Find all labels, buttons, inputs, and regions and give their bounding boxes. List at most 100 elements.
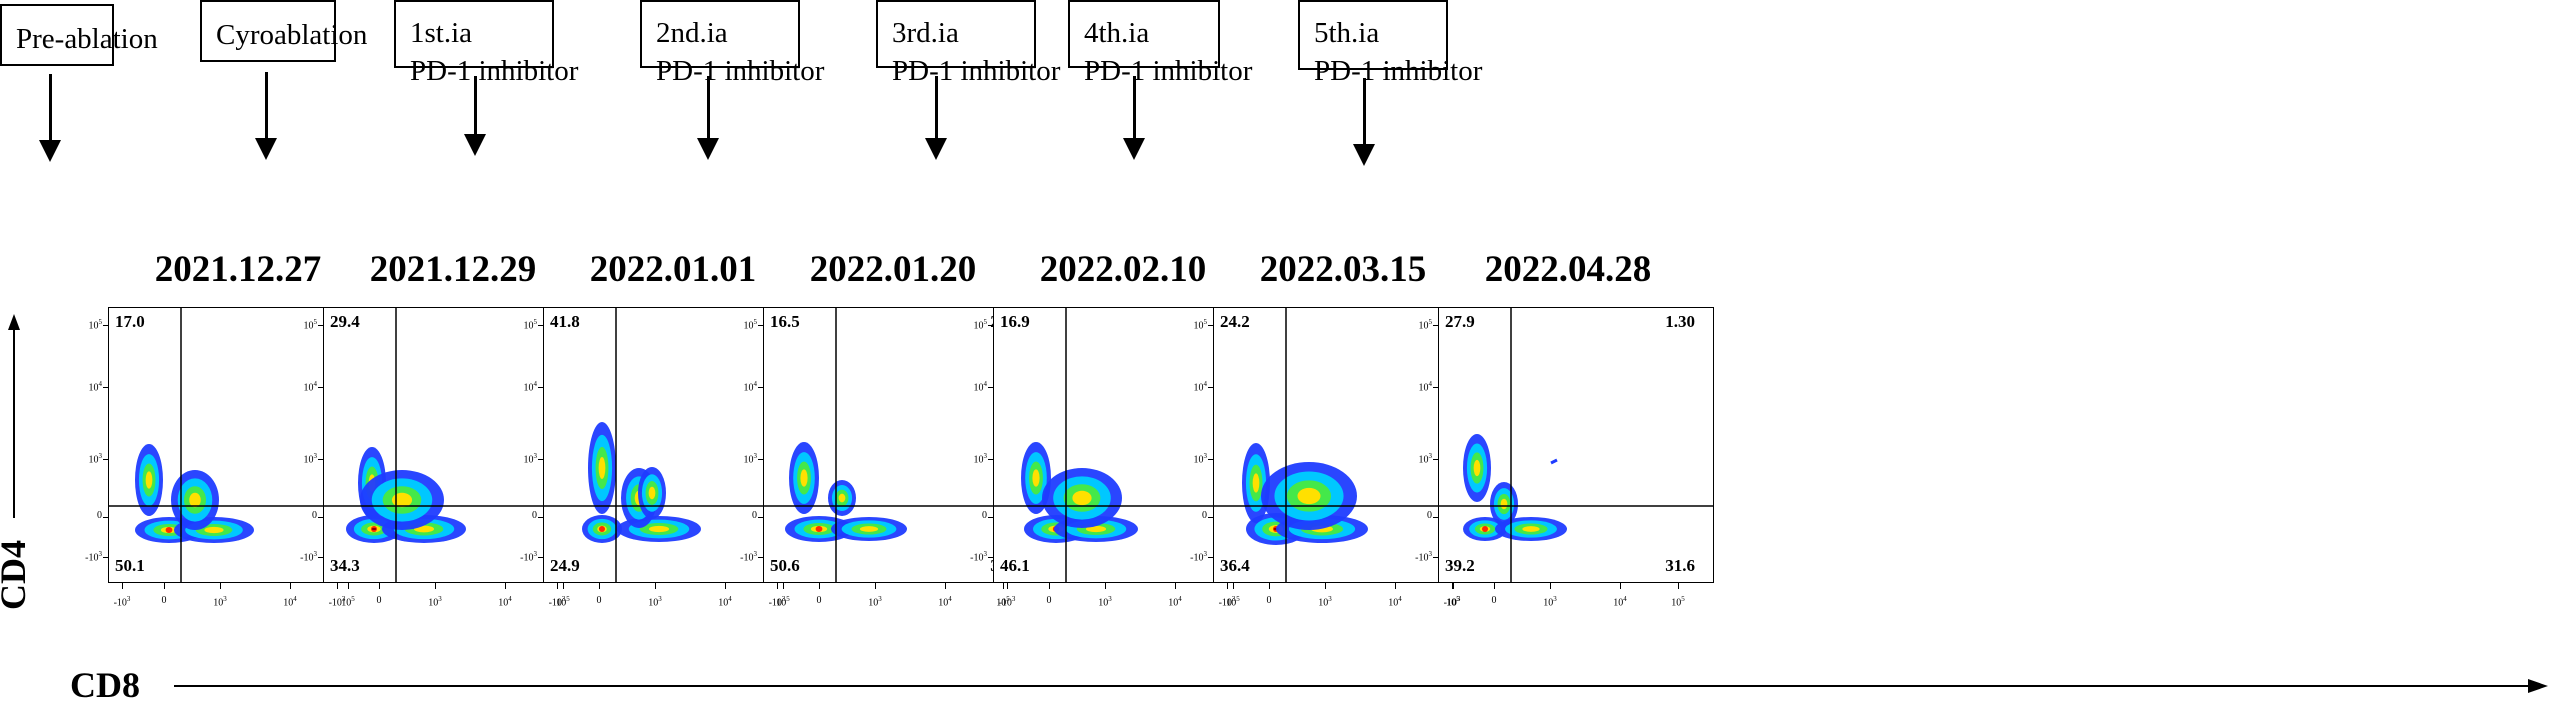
event-label-line: 4th.ia	[1084, 17, 1150, 49]
flow-plot-panel: 2022.01.2016.52.6450.630.31051041030-103…	[713, 250, 1073, 640]
x-tick-mark	[1395, 583, 1396, 589]
quadrant-value-ul: 24.2	[1220, 312, 1250, 331]
x-tick-mark	[1227, 583, 1228, 589]
y-tick-mark	[103, 325, 108, 326]
y-tick-mark	[103, 557, 108, 558]
event-label-line: PD-1 inhibitor	[1084, 55, 1253, 87]
x-tick-mark	[379, 583, 380, 589]
x-tick-label: 105	[1226, 595, 1240, 609]
x-tick-label: 103	[868, 595, 882, 609]
x-tick-label: 105	[341, 595, 355, 609]
y-tick-label: 103	[973, 452, 988, 466]
y-tick-label: 104	[303, 380, 318, 394]
x-tick-mark	[783, 583, 784, 589]
density-contours	[994, 308, 1268, 582]
y-tick-label: 0	[1427, 510, 1432, 521]
y-tick-mark	[988, 459, 993, 460]
down-arrow-icon	[925, 76, 947, 160]
x-tick-label: 103	[648, 595, 662, 609]
y-tick-label: 103	[303, 452, 318, 466]
y-tick-label: -103	[740, 550, 757, 564]
y-tick-mark	[1208, 387, 1213, 388]
density-contours	[1214, 308, 1488, 582]
event-label-line: PD-1 inhibitor	[892, 55, 1061, 87]
event-box-2: Cyroablation	[200, 0, 367, 62]
density-plot: 16.52.6450.630.3	[763, 307, 1039, 583]
x-tick-mark	[435, 583, 436, 589]
quadrant-value-lr: 31.6	[1665, 556, 1695, 575]
event-label-line: 2nd.ia	[656, 17, 728, 49]
panel-date-title: 2022.04.28	[1484, 249, 1652, 290]
x-tick-label: 105	[1671, 595, 1685, 609]
y-tick-mark	[538, 557, 543, 558]
x-tick-mark	[557, 583, 558, 589]
down-arrow-icon	[1123, 76, 1145, 160]
density-contours	[1439, 308, 1713, 582]
y-tick-label: 105	[88, 318, 103, 332]
y-tick-mark	[988, 517, 993, 518]
y-tick-label: 103	[1193, 452, 1208, 466]
x-tick-mark	[505, 583, 506, 589]
event-box-6: 4th.ia PD-1 inhibitor	[1068, 0, 1252, 87]
y-tick-mark	[758, 557, 763, 558]
x-tick-label: -103	[998, 595, 1016, 609]
x-tick-label: 104	[718, 595, 732, 609]
y-tick-mark	[103, 517, 108, 518]
y-tick-label: 103	[88, 452, 103, 466]
x-axis-arrow-icon	[174, 679, 2548, 693]
y-tick-label: -103	[85, 550, 102, 564]
x-tick-label: 103	[213, 595, 227, 609]
quadrant-value-ul: 16.9	[1000, 312, 1030, 331]
x-tick-label: 104	[283, 595, 297, 609]
x-tick-label: -103	[548, 595, 566, 609]
y-tick-mark	[1433, 387, 1438, 388]
y-tick-label: 105	[973, 318, 988, 332]
y-tick-label: -103	[520, 550, 537, 564]
event-box-7: 5th.ia PD-1 inhibitor	[1298, 0, 1482, 87]
density-contours	[764, 308, 1038, 582]
x-tick-mark	[875, 583, 876, 589]
x-tick-label: 0	[1491, 595, 1497, 606]
event-label-line: 3rd.ia	[892, 17, 959, 49]
y-tick-label: -103	[300, 550, 317, 564]
x-tick-label: 0	[816, 595, 822, 606]
down-arrow-icon	[697, 76, 719, 160]
down-arrow-icon	[1353, 78, 1375, 166]
y-tick-label: 0	[752, 510, 757, 521]
x-tick-mark	[1550, 583, 1551, 589]
x-tick-mark	[599, 583, 600, 589]
x-tick-label: -103	[768, 595, 786, 609]
y-tick-label: 0	[532, 510, 537, 521]
panel-date-title: 2022.02.10	[1039, 249, 1207, 290]
density-contours	[324, 308, 598, 582]
y-tick-mark	[318, 387, 323, 388]
x-tick-label: 0	[376, 595, 382, 606]
x-tick-label: -103	[113, 595, 131, 609]
x-tick-mark	[1494, 583, 1495, 589]
x-tick-mark	[1233, 583, 1234, 589]
panel-date-title: 2022.01.20	[809, 249, 977, 290]
event-label-line: PD-1 inhibitor	[410, 55, 579, 87]
panel-date-title: 2022.01.01	[589, 249, 757, 290]
y-tick-label: 104	[1193, 380, 1208, 394]
panel-date-title: 2021.12.27	[154, 249, 322, 290]
quadrant-value-ll: 50.6	[770, 556, 800, 575]
x-tick-mark	[1003, 583, 1004, 589]
x-tick-mark	[1620, 583, 1621, 589]
y-tick-mark	[988, 557, 993, 558]
y-tick-mark	[1433, 517, 1438, 518]
down-arrow-icon	[39, 74, 61, 162]
x-tick-label: 105	[996, 595, 1010, 609]
y-tick-label: 103	[1418, 452, 1433, 466]
y-tick-label: 105	[1193, 318, 1208, 332]
x-tick-label: 104	[1388, 595, 1402, 609]
x-tick-label: 104	[1613, 595, 1627, 609]
x-tick-mark	[220, 583, 221, 589]
event-box-1: Pre-ablation	[0, 4, 158, 66]
x-tick-label: 105	[776, 595, 790, 609]
x-tick-label: 0	[1046, 595, 1052, 606]
y-tick-mark	[103, 387, 108, 388]
x-tick-mark	[337, 583, 338, 589]
y-tick-mark	[538, 517, 543, 518]
y-axis-arrow-icon	[8, 314, 20, 518]
